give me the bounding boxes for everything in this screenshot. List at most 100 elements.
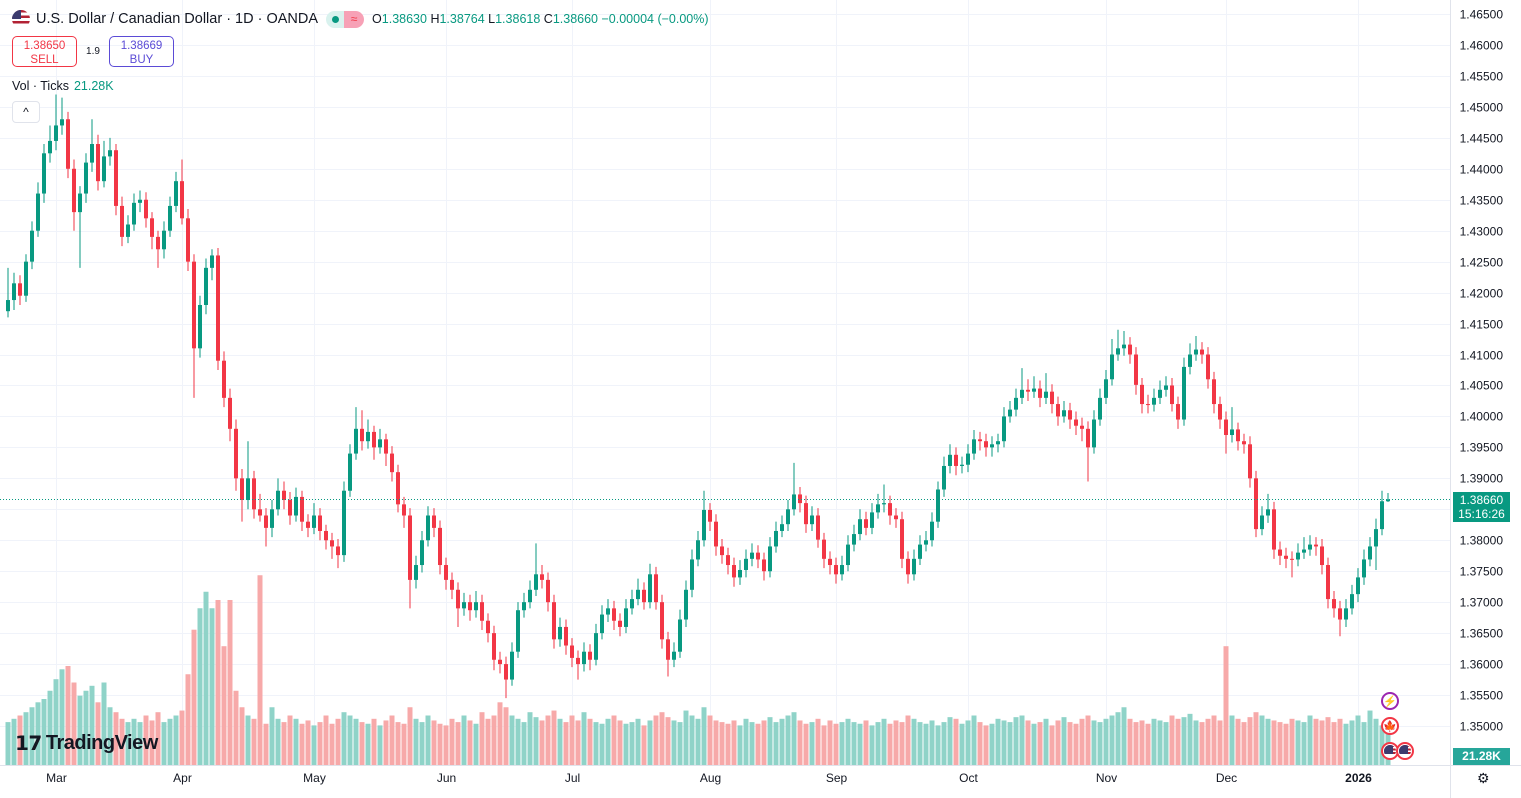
volume-bar [89,685,95,765]
candle-body [192,261,196,349]
candle [1050,384,1054,414]
tradingview-logo[interactable]: 𝟭𝟳 TradingView [15,731,158,756]
symbol-title[interactable]: U.S. Dollar / Canadian Dollar · 1D · OAN… [36,11,319,27]
candle [1116,329,1120,361]
candle-body [894,515,898,520]
candle-body [114,150,118,206]
volume-bar [1367,710,1373,765]
candle [630,589,634,615]
volume-bar [227,600,233,765]
candle-body [282,490,286,501]
price-axis[interactable]: 1.46500 1.46000 1.45500 1.45000 1.44500 1.440… [1460,8,1504,734]
candle-body [246,478,250,501]
candle-body [630,599,634,609]
candle [114,144,118,216]
us-flag-event-icon[interactable] [1396,742,1414,760]
volume-bar [359,722,365,765]
volume-bar [425,715,431,765]
candle [276,478,280,516]
volume-bar [257,575,263,765]
volume-bar [551,710,557,765]
last-price: 1.38660 [1459,493,1504,507]
sell-button[interactable]: 1.38650 SELL [12,36,77,67]
volume-bar [515,718,521,765]
candle-body [672,651,676,660]
candle-body [654,574,658,603]
candle-body [336,546,340,556]
chart-settings-icon[interactable]: ⚙ [1477,770,1490,786]
candle-body [294,496,298,516]
candle [246,441,250,510]
candle-body [666,639,670,660]
candle-body [810,515,814,525]
candle-body [678,619,682,652]
symbol-legend[interactable]: U.S. Dollar / Canadian Dollar · 1D · OAN… [12,10,709,28]
candle-body [1296,552,1300,560]
candle-body [828,558,832,566]
candle-body [708,509,712,522]
volume-bar [413,718,419,765]
candle [1290,551,1294,578]
candle-body [786,509,790,525]
candle [480,594,484,631]
candle-body [12,283,16,301]
candle [486,613,490,643]
buy-button[interactable]: 1.38669 BUY [109,36,174,67]
volume-bar [845,718,851,765]
market-open-dot-icon [326,10,345,28]
candle-body [444,565,448,580]
volume-bar [725,723,731,765]
candle-body [1104,379,1108,398]
candle [702,490,706,547]
volume-bar [497,702,503,765]
us-canada-flag-icon [12,10,30,28]
lightning-event-icon[interactable]: ⚡ [1381,692,1399,710]
tradingview-logo-icon: 𝟭𝟳 [15,733,42,755]
candle-body [1236,429,1240,442]
candle-body [1182,366,1186,420]
candle [1062,400,1066,423]
volume-bar [365,723,371,765]
candle-body [462,602,466,609]
candle-body [552,602,556,640]
candle-body [396,472,400,505]
candle [1374,518,1378,570]
market-status[interactable]: ≈ [326,10,365,28]
candle [252,470,256,519]
candle-body [954,454,958,466]
candle-body [228,397,232,429]
volume-bar [371,718,377,765]
volume-bar [335,718,341,765]
candle [528,580,532,609]
candle [888,495,892,525]
volume-bar [299,723,305,765]
candle [984,433,988,457]
candle-body [636,589,640,600]
candle-body [216,255,220,361]
volume-bar [1349,720,1355,765]
candle [1386,492,1390,502]
canada-flag-event-icon[interactable]: 🍁 [1381,717,1399,735]
candle-body [84,162,88,194]
candle-body [756,552,760,560]
candle [942,456,946,497]
candle [750,543,754,567]
us-flag-event-icon[interactable] [1381,742,1399,760]
candle [564,619,568,655]
volume-legend[interactable]: Vol · Ticks 21.28K [12,79,114,93]
candle-body [36,193,40,231]
volume-bar [929,720,935,765]
candle [1176,396,1180,429]
candle-body [1278,549,1282,556]
volume-bar [113,712,119,765]
candle [648,563,652,609]
candle [1236,422,1240,451]
candle [1302,537,1306,559]
collapse-legend-button[interactable]: ^ [12,101,40,123]
volume-bar [215,600,221,765]
volume-bar [221,646,227,765]
volume-bar [35,702,41,765]
time-axis[interactable]: Mar Apr May Jun Jul Aug Sep Oct Nov Dec 2026 [46,771,1372,785]
candle-body [822,539,826,559]
